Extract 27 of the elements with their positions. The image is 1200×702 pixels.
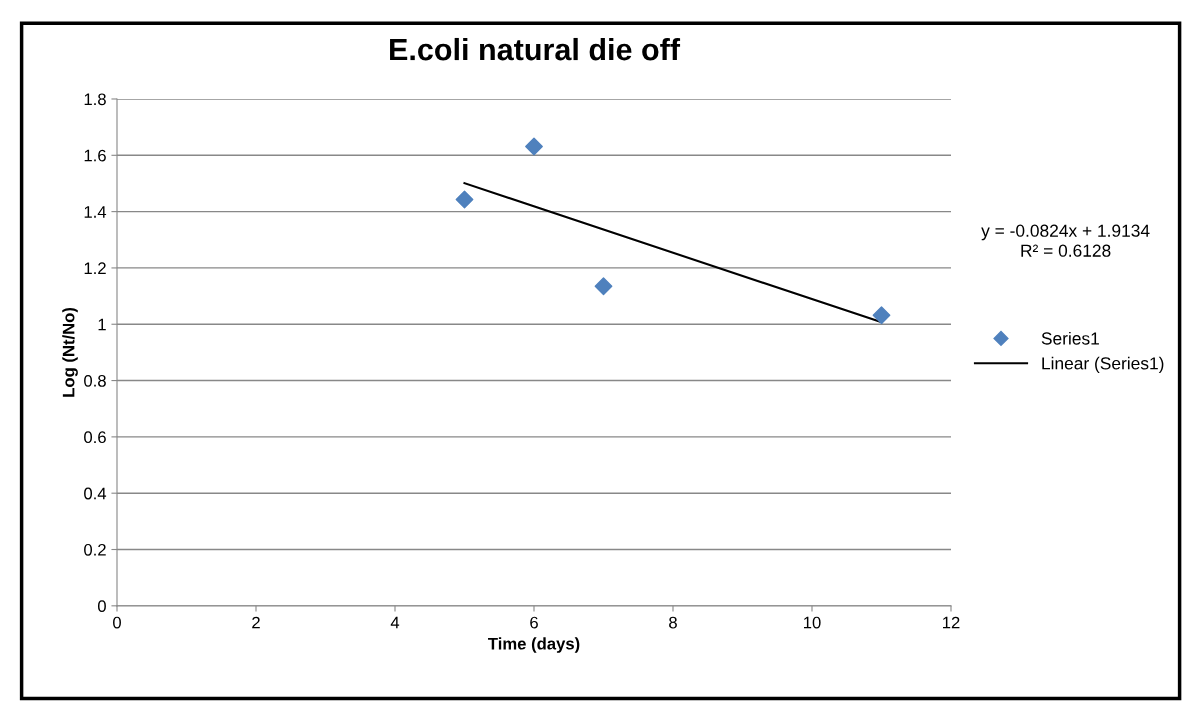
y-tick-label: 1.6: [84, 149, 106, 162]
y-tick-label: 1: [98, 318, 106, 331]
x-tick-label: 2: [252, 616, 260, 629]
y-tick-label: 0.4: [84, 487, 107, 500]
x-tick-label: 8: [669, 616, 677, 629]
point: [872, 306, 891, 325]
y-tick-label: 1.4: [84, 206, 107, 218]
x-tick-label: 12: [943, 616, 960, 629]
point: [455, 190, 474, 209]
text: y = -0.0824x + 1.9134 R² = 0.6128: [981, 224, 1150, 257]
legend-label: Linear (Series1): [1042, 356, 1164, 373]
point: [525, 137, 543, 156]
x-tick-label: 0: [113, 616, 121, 629]
y-tick-label: 0.6: [84, 431, 106, 444]
chart-title: E.coli natural die off: [390, 37, 681, 61]
y-tick-label: 0.8: [84, 374, 106, 387]
y-tick-label: 0: [97, 600, 106, 613]
x-tick-label: 6: [530, 616, 538, 629]
y-axis-title: Log (Nt/No): [62, 307, 78, 397]
x-tick-label: 4: [390, 616, 400, 629]
point: [594, 277, 613, 296]
y-tick-label: 1.2: [84, 262, 106, 274]
legend-label: Series1: [1041, 331, 1099, 345]
x-axis-title: Time (days): [488, 637, 580, 653]
y-tick-label: 1.8: [84, 93, 106, 106]
y-tick-label: 0.2: [84, 543, 106, 556]
x-tick-label: 10: [804, 616, 821, 629]
